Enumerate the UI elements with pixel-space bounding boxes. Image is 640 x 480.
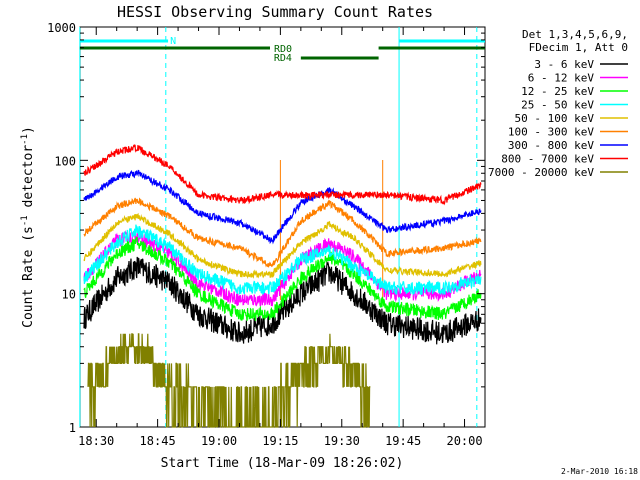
y-label-pre: Count Rate (s — [21, 226, 36, 328]
legend-header-2: FDecim 1, Att 0 — [529, 41, 628, 54]
y-tick-label-3: 1000 — [47, 21, 76, 35]
y-tick-label-1: 10 — [62, 288, 76, 302]
y-tick-label-2: 100 — [54, 154, 76, 168]
footer-timestamp: 2-Mar-2010 16:18 — [561, 467, 638, 476]
x-tick-label-6: 20:00 — [446, 434, 482, 448]
series-line-8 — [87, 333, 371, 428]
rd0-label: RD0 — [274, 44, 292, 55]
chart-title: HESSI Observing Summary Count Rates — [117, 3, 433, 21]
x-tick-label-0: 18:30 — [78, 434, 114, 448]
y-axis-ticks: 1 10 100 1000 — [47, 21, 485, 435]
legend-label-7: 800 - 7000 keV — [501, 153, 594, 166]
x-axis-ticks: 18:30 18:45 19:00 19:15 19:30 19:45 20:00 — [78, 27, 486, 448]
x-axis-label: Start Time (18-Mar-09 18:26:02) — [161, 456, 404, 471]
vertical-markers — [79, 27, 478, 427]
series-layer — [83, 144, 482, 428]
x-tick-label-2: 19:00 — [201, 434, 237, 448]
series-line-0 — [83, 256, 482, 345]
legend-label-6: 300 - 800 keV — [508, 139, 594, 152]
series-line-2 — [83, 236, 482, 321]
legend-label-4: 50 - 100 keV — [515, 112, 595, 125]
legend-label-8: 7000 - 20000 keV — [488, 166, 594, 179]
legend-label-1: 6 - 12 keV — [528, 72, 595, 85]
x-tick-label-1: 18:45 — [140, 434, 176, 448]
series-line-4 — [83, 212, 482, 280]
rd4-label: RD4 — [274, 53, 292, 64]
y-axis-label: Count Rate (s-1 detector-1) — [20, 126, 36, 328]
y-label-sup1: -1 — [20, 215, 30, 226]
series-line-6 — [83, 169, 482, 245]
x-tick-label-4: 19:30 — [324, 434, 360, 448]
legend-label-2: 12 - 25 keV — [521, 85, 594, 98]
legend-label-3: 25 - 50 keV — [521, 99, 594, 112]
x-tick-label-5: 19:45 — [385, 434, 421, 448]
series-line-3 — [83, 224, 482, 297]
legend: Det 1,3,4,5,6,9, FDecim 1, Att 0 3 - 6 k… — [488, 28, 628, 179]
y-label-mid: detector — [21, 145, 36, 216]
y-label-sup2: -1 — [20, 134, 30, 145]
x-tick-label-3: 19:15 — [262, 434, 298, 448]
series-line-7 — [83, 144, 482, 206]
legend-header-1: Det 1,3,4,5,6,9, — [522, 28, 628, 41]
y-tick-label-0: 1 — [69, 421, 76, 435]
n-label: N — [170, 36, 176, 47]
series-line-5 — [83, 197, 482, 268]
legend-label-0: 3 - 6 keV — [534, 58, 594, 71]
legend-label-5: 100 - 300 keV — [508, 126, 594, 139]
y-label-post: ) — [21, 126, 36, 134]
